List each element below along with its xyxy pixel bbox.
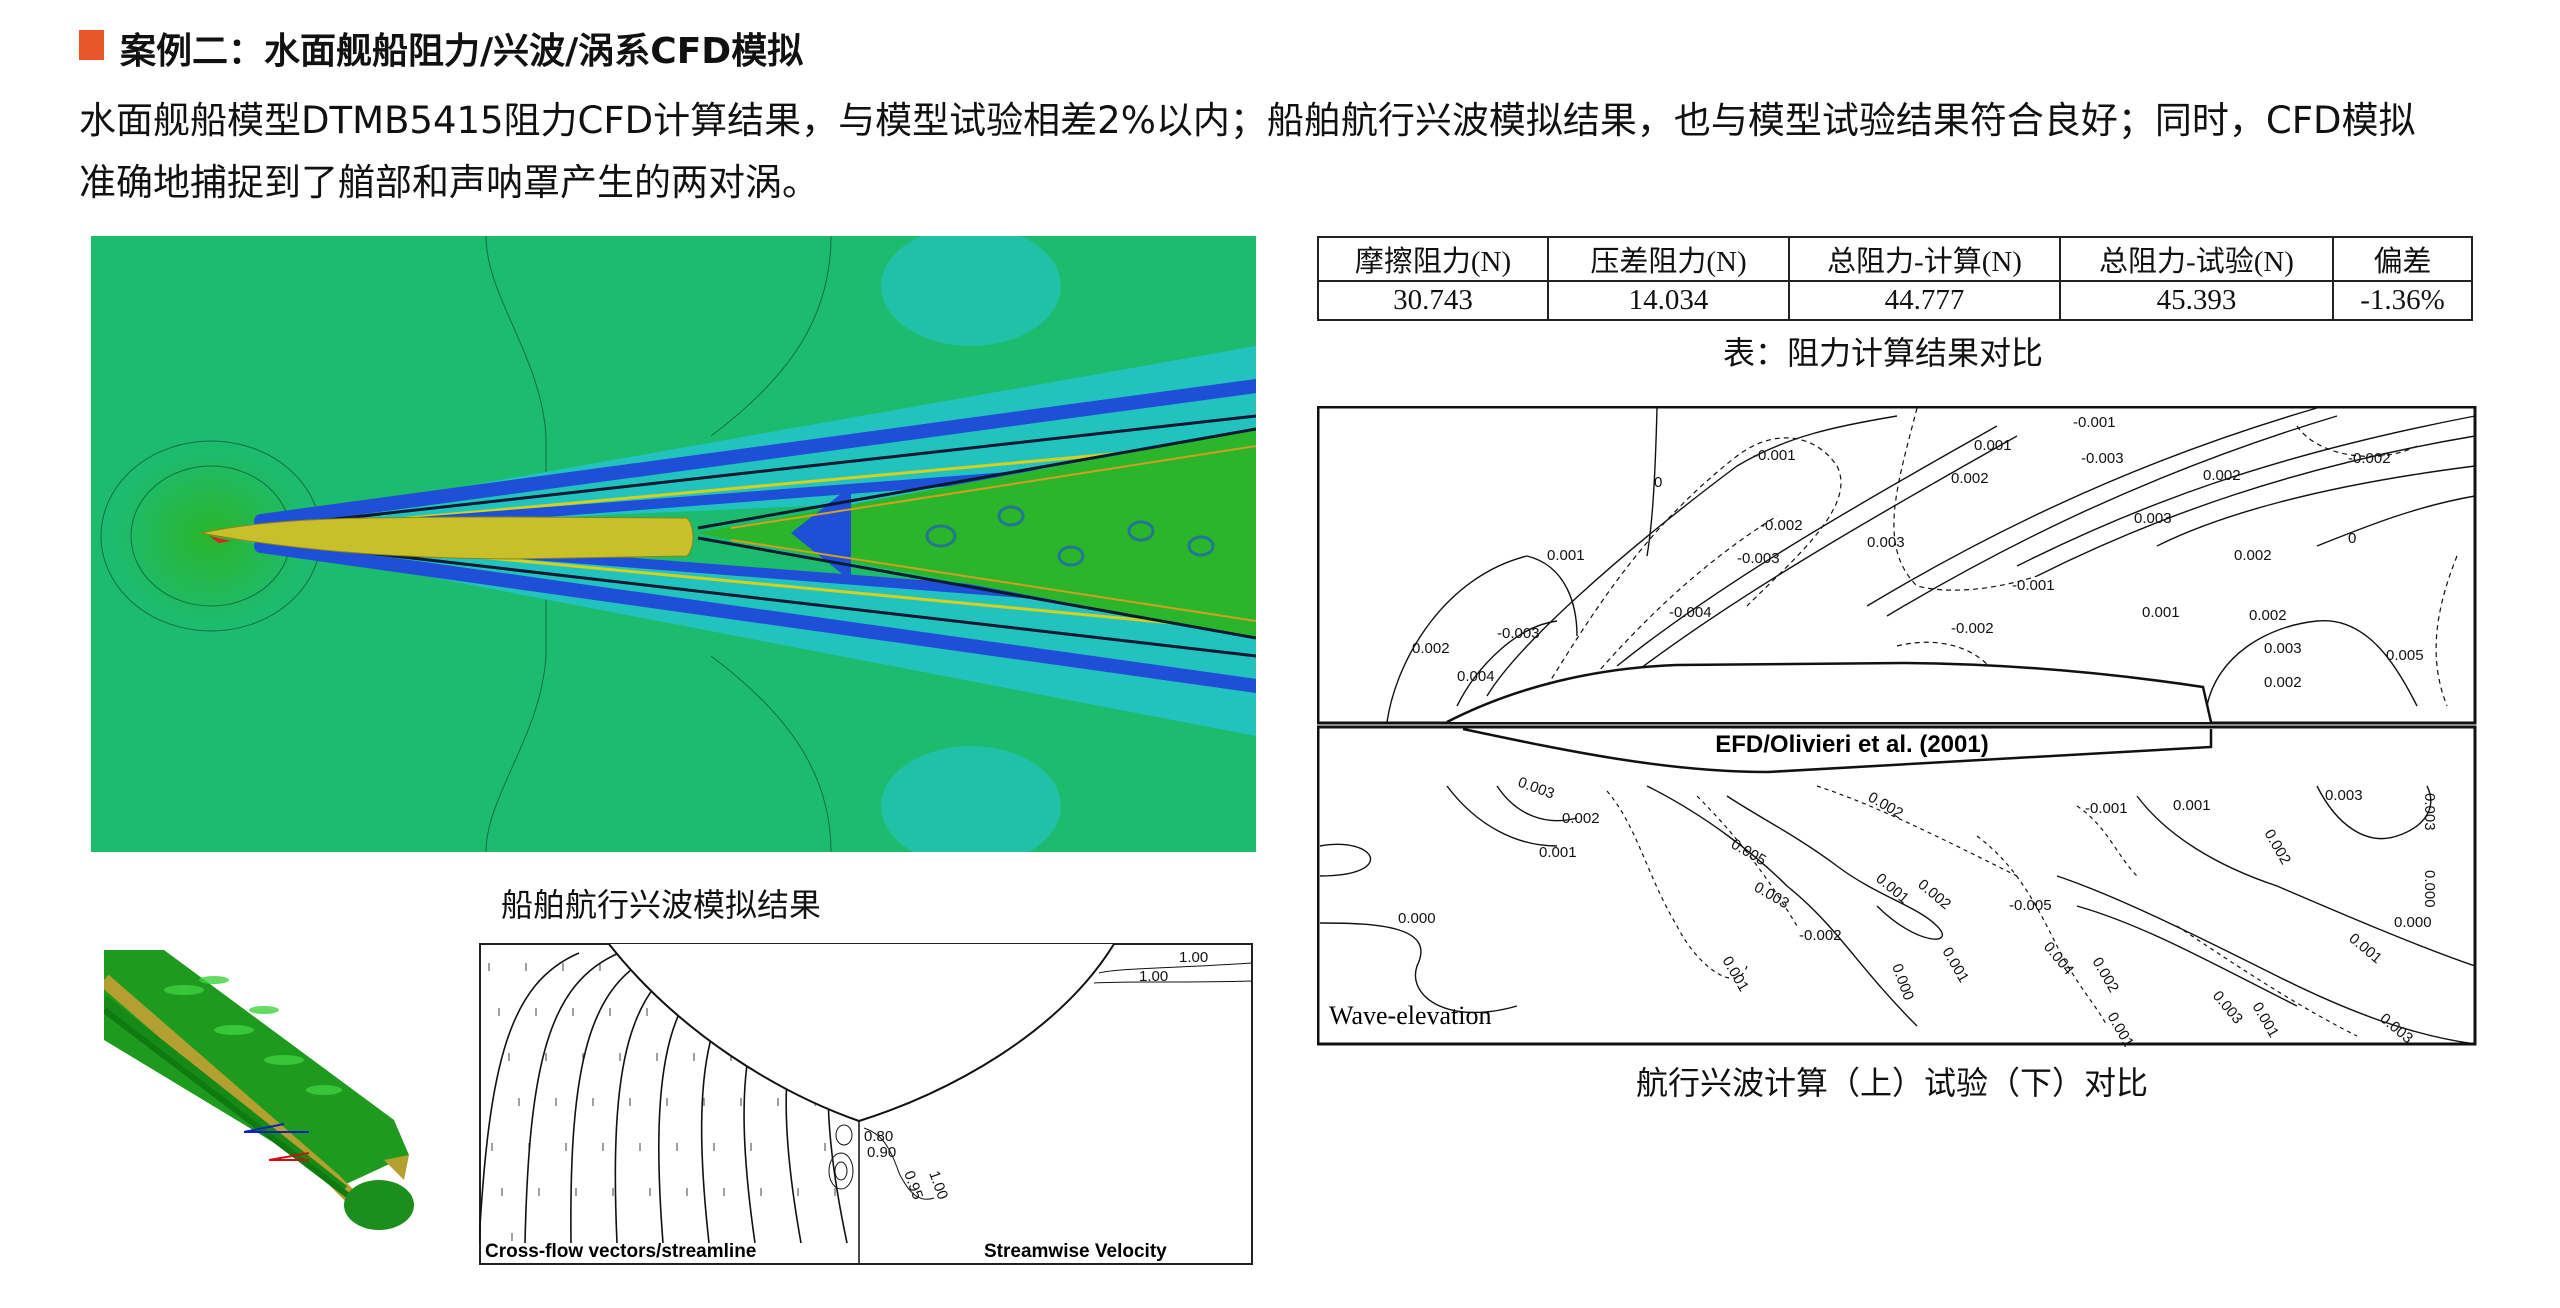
top-contour-label: 0.002 — [2264, 674, 2302, 691]
title-accent-mark — [79, 30, 104, 60]
experiment-source-label: EFD/Olivieri et al. (2001) — [1715, 731, 1988, 758]
bottom-contour-label: 0.000 — [2394, 914, 2432, 931]
cell-total-computed: 44.777 — [1788, 280, 2061, 321]
bottom-contour-label: -0.005 — [2009, 897, 2052, 914]
top-contour-label: -0.002 — [1951, 620, 1994, 637]
ship-hull-shape — [200, 516, 694, 560]
header-total-computed: 总阻力-计算(N) — [1788, 236, 2061, 282]
crossflow-contour-label: 1.00 — [1179, 949, 1208, 966]
top-contour-label: -0.003 — [1497, 625, 1540, 642]
top-contour-label: 0.003 — [1867, 534, 1905, 551]
vortex-3d-image — [104, 950, 414, 1230]
bottom-contour-label: 0.000 — [2421, 870, 2438, 908]
cell-total-experiment: 45.393 — [2059, 280, 2334, 321]
top-contour-label: 0.002 — [1951, 470, 1989, 487]
header-pressure: 压差阻力(N) — [1547, 236, 1790, 282]
bottom-contour-label: -0.001 — [2085, 800, 2128, 817]
top-contour-label: -0.001 — [2073, 414, 2116, 431]
cell-deviation: -1.36% — [2332, 280, 2473, 321]
streamline — [479, 952, 580, 1244]
bottom-contour-label: 0.001 — [2173, 797, 2211, 814]
top-contour-label: 0.005 — [2386, 647, 2424, 664]
crossflow-right-label: Streamwise Velocity — [984, 1241, 1167, 1262]
header-deviation: 偏差 — [2332, 236, 2473, 282]
table-row: 30.743 14.034 44.777 45.393 -1.36% — [1317, 280, 2473, 321]
top-contour-label: -0.001 — [2012, 577, 2055, 594]
intro-line-2: 准确地捕捉到了艏部和声呐罩产生的两对涡。 — [79, 161, 819, 204]
contour-comparison-figure: 0 -0.001 0.001 -0.001 -0.003 0.002 -0.002 -0.00… — [1317, 406, 2477, 1047]
top-contour-label: -0.001 — [1753, 447, 1796, 464]
bottom-contour-label: 0.003 — [2421, 793, 2438, 831]
streamline — [524, 952, 620, 1244]
top-contour-label: -0.003 — [2081, 450, 2124, 467]
contour-figure-caption: 航行兴波计算（上）试验（下）对比 — [1635, 1064, 2149, 1102]
top-contour-label: -0.002 — [2348, 450, 2391, 467]
crossflow-contour-label: 0.80 — [864, 1128, 893, 1145]
top-contour-label: 0.002 — [1412, 640, 1450, 657]
top-contour-label: 0 — [1654, 474, 1662, 491]
bottom-contour-label: 0.003 — [2325, 787, 2363, 804]
top-contour-label: 0.004 — [1457, 668, 1495, 685]
wave-simulation-image — [91, 236, 1256, 852]
top-contour-label: 0.001 — [1547, 547, 1585, 564]
crossflow-contour-label: 1.00 — [1139, 968, 1168, 985]
table-caption: 表：阻力计算结果对比 — [1722, 334, 2044, 372]
experiment-contour-panel — [1317, 725, 2477, 1046]
bottom-contour-label: -0.002 — [1799, 927, 1842, 944]
crossflow-left-label: Cross-flow vectors/streamline — [485, 1241, 756, 1262]
table-header-row: 摩擦阻力(N) 压差阻力(N) 总阻力-计算(N) 总阻力-试验(N) 偏差 — [1317, 236, 2473, 282]
top-contour-label: 0.001 — [2142, 604, 2180, 621]
resistance-table: 摩擦阻力(N) 压差阻力(N) 总阻力-计算(N) 总阻力-试验(N) 偏差 3… — [1317, 236, 2473, 321]
intro-line-1: 水面舰船模型DTMB5415阻力CFD计算结果，与模型试验相差2%以内；船舶航行… — [79, 99, 2416, 142]
top-contour-label: -0.003 — [1737, 550, 1780, 567]
top-contour-label: 0.002 — [2203, 467, 2241, 484]
crossflow-contour-label: 0.90 — [867, 1144, 896, 1161]
cell-pressure: 14.034 — [1547, 280, 1790, 321]
bottom-contour-label: 0.002 — [1562, 810, 1600, 827]
bottom-contour-label: 0.000 — [1398, 910, 1436, 927]
top-contour-label: 0.003 — [2134, 510, 2172, 527]
bottom-contour-label: 0.001 — [1539, 844, 1577, 861]
top-contour-label: 0.002 — [2249, 607, 2287, 624]
top-contour-label: 0 — [2348, 530, 2356, 547]
top-contour-label: -0.002 — [1760, 517, 1803, 534]
wave-elevation-label: Wave-elevation — [1329, 1001, 1492, 1030]
wave-figure-caption: 船舶航行兴波模拟结果 — [500, 886, 822, 924]
header-total-experiment: 总阻力-试验(N) — [2059, 236, 2334, 282]
top-contour-label: 0.002 — [2234, 547, 2272, 564]
top-contour-label: 0.001 — [1974, 437, 2012, 454]
top-contour-label: -0.004 — [1669, 604, 1712, 621]
crossflow-figure: 1.001.000.800.900.95 1.00 Cross-flow vect… — [479, 943, 1253, 1265]
header-friction: 摩擦阻力(N) — [1317, 236, 1549, 282]
page-title: 案例二：水面舰船阻力/兴波/涡系CFD模拟 — [120, 31, 804, 72]
top-contour-label: 0.003 — [2264, 640, 2302, 657]
cell-friction: 30.743 — [1317, 280, 1549, 321]
